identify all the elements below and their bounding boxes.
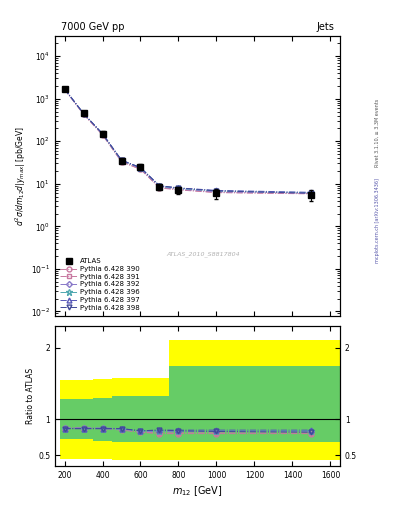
- Y-axis label: Ratio to ATLAS: Ratio to ATLAS: [26, 368, 35, 424]
- Text: Rivet 3.1.10, ≥ 3.3M events: Rivet 3.1.10, ≥ 3.3M events: [375, 99, 380, 167]
- Text: ATLAS_2010_S8817804: ATLAS_2010_S8817804: [166, 251, 240, 257]
- Text: mcplots.cern.ch [arXiv:1306.3436]: mcplots.cern.ch [arXiv:1306.3436]: [375, 178, 380, 263]
- Text: 7000 GeV pp: 7000 GeV pp: [61, 22, 124, 32]
- Legend: ATLAS, Pythia 6.428 390, Pythia 6.428 391, Pythia 6.428 392, Pythia 6.428 396, P: ATLAS, Pythia 6.428 390, Pythia 6.428 39…: [59, 257, 141, 312]
- Y-axis label: $d^2\sigma/dm_{12}d|y_{max}|$ [pb/GeV]: $d^2\sigma/dm_{12}d|y_{max}|$ [pb/GeV]: [14, 125, 28, 226]
- X-axis label: $m_{12}$ [GeV]: $m_{12}$ [GeV]: [172, 484, 223, 498]
- Text: Jets: Jets: [316, 22, 334, 32]
